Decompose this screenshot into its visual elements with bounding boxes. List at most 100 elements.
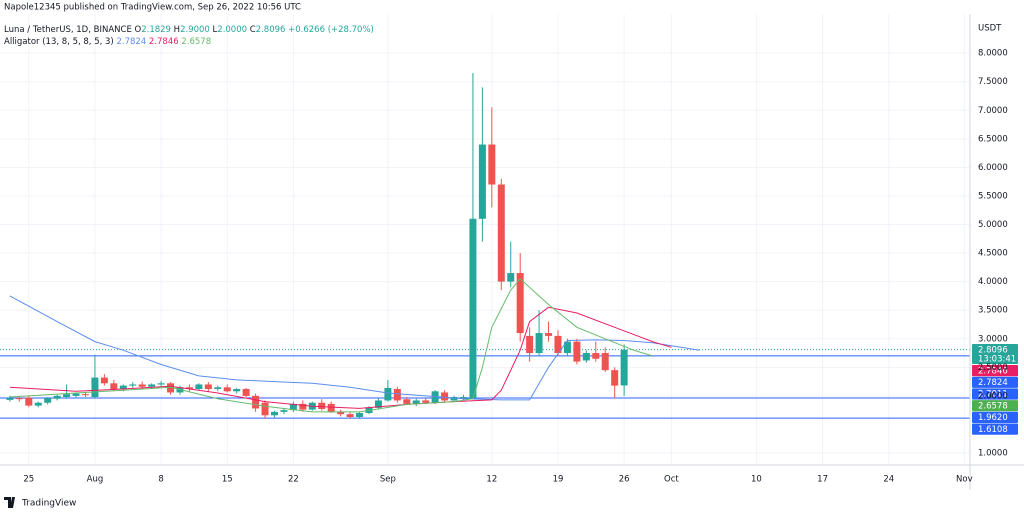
x-tick-label: 12 [486,475,497,485]
candle-body [138,384,146,387]
ohlc-value: 2.8096 [256,25,286,35]
candle-body [497,184,505,282]
price-tag-label: 2.7011 [978,390,1008,400]
candle-body [100,377,108,384]
candle-body [167,383,175,393]
candle-body [611,370,619,386]
candle-body [356,413,364,418]
ohlc-key: H [174,25,180,35]
candle-body [119,385,127,390]
candle-body [516,273,524,334]
price-tag [972,344,1018,364]
ohlc-value: 2.0000 [217,25,247,35]
candle-body [72,393,80,396]
candle-body [441,392,449,401]
candle-body [327,403,335,412]
publish-header: Napole12345 published on TradingView.com… [4,3,301,13]
price-tag-label: 2.7824 [978,378,1008,388]
x-tick-label: 10 [751,475,762,485]
candle-body [478,144,486,219]
candle-body [280,410,288,412]
ohlc-key: O [135,25,142,35]
candle-body [412,400,420,404]
candle-body [91,377,99,398]
candle-body [592,353,600,359]
candle-body [110,383,118,390]
candle-body [34,402,42,406]
countdown-label: 13:03:41 [978,355,1016,365]
y-tick-label: 4.0000 [978,277,1008,287]
indicator-name: Alligator (13, 8, 5, 8, 5, 3) [4,37,114,47]
y-tick-label: 3.0000 [978,334,1008,344]
candle-body [195,384,203,390]
symbol-legend: Luna / TetherUS, 1D, BINANCE O2.1829 H2.… [4,25,374,35]
price-tag-label: 2.7846 [978,366,1008,376]
candle-body [185,387,193,390]
x-tick-label: 26 [619,475,630,485]
candle-body [53,395,61,399]
x-tick-label: 17 [817,475,828,485]
price-tag-label: 2.8096 [978,345,1008,355]
candle-body [223,387,231,392]
tradingview-logo: TradingView [4,497,76,509]
price-tag [972,411,1018,423]
candle-body [620,349,628,386]
candle-body [545,333,553,336]
candle-body [299,403,307,410]
price-tag [972,376,1018,388]
candle-body [25,397,33,406]
candle-body [535,333,543,354]
ohlc-value: 2.9000 [180,25,210,35]
x-tick-label: Aug [87,475,104,485]
price-unit: USDT [978,24,1002,34]
x-tick-label: Oct [664,475,679,485]
ohlc-key: L [213,25,218,35]
y-tick-label: 7.5000 [978,77,1008,87]
price-tag-label: 1.9620 [978,413,1008,423]
candle-body [488,144,496,185]
price-tag-label: 2.6578 [978,401,1008,411]
candle-body [289,403,297,411]
footer-brand: TradingView [21,499,76,509]
candle-body [157,383,165,385]
candle-body [318,402,326,410]
x-tick-label: 19 [553,475,564,485]
price-tag [972,423,1018,435]
y-tick-label: 6.0000 [978,163,1008,173]
candle-body [261,402,269,416]
candle-body [148,384,156,387]
candle-body [573,341,581,362]
candle-body [601,353,609,371]
price-tag [972,388,1018,400]
alligator-line [9,295,700,401]
candle-body [81,394,89,396]
indicator-value: 2.7824 [116,37,146,47]
candle-body [204,384,212,390]
candle-body [384,387,392,401]
y-tick-label: 1.0000 [978,449,1008,459]
candle-body [63,394,71,398]
candle-body [526,335,534,354]
y-tick-label: 3.5000 [978,306,1008,316]
candle-body [6,398,14,400]
candle-body [129,384,137,386]
candle-body [270,411,278,416]
y-tick-label: 2.5000 [978,363,1008,373]
x-tick-label: Nov [956,475,973,485]
candle-body [242,389,250,396]
indicator-value: 2.7846 [149,37,179,47]
candle-body [507,273,515,282]
y-tick-label: 2.0000 [978,391,1008,401]
price-change: +0.6266 (+28.70%) [288,25,374,35]
candle-body [554,335,562,354]
y-tick-label: 5.0000 [978,220,1008,230]
x-tick-label: 8 [158,475,163,485]
candle-body [403,399,411,404]
x-tick-label: 25 [23,475,34,485]
candle-body [44,398,52,403]
price-tag [972,365,1018,377]
candle-body [459,397,467,399]
symbol-name: Luna / TetherUS, 1D, BINANCE [4,25,132,35]
